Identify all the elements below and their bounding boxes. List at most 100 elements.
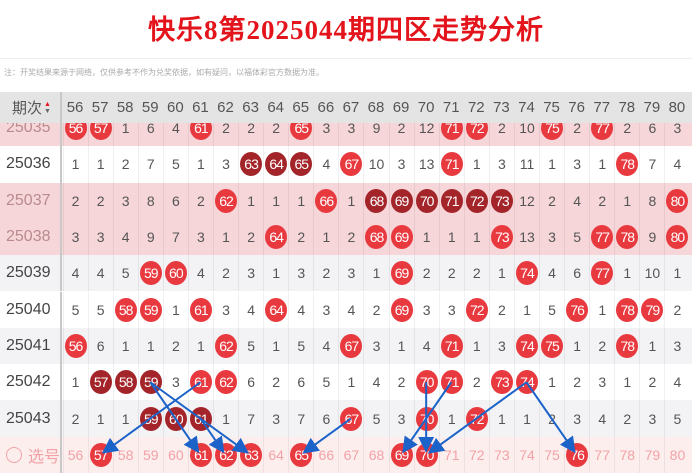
selected-number-ball[interactable]: 76 bbox=[566, 442, 589, 467]
drawn-number-ball: 70 bbox=[415, 370, 438, 395]
selected-number-ball[interactable]: 61 bbox=[189, 442, 212, 467]
cell-75: 1 bbox=[539, 364, 564, 401]
cell-75: 75 bbox=[539, 327, 564, 365]
selected-number-ball[interactable]: 69 bbox=[390, 442, 413, 467]
cell-60: 1 bbox=[162, 291, 188, 328]
selected-number-ball[interactable]: 62 bbox=[215, 442, 237, 467]
cell-72: 2 bbox=[463, 255, 489, 292]
drawn-number-ball: 77 bbox=[591, 225, 614, 250]
cell-66: 3 bbox=[313, 291, 338, 328]
column-header-71: 71 bbox=[442, 99, 460, 116]
issue-header-label: 期次 bbox=[12, 100, 43, 117]
cell-76: 2 bbox=[564, 364, 589, 401]
cell-59: 6 bbox=[137, 110, 163, 147]
drawn-number-ball: 72 bbox=[465, 188, 488, 213]
select-number-78[interactable]: 78 bbox=[614, 436, 639, 473]
select-number-69[interactable]: 69 bbox=[388, 436, 414, 473]
drawn-number-ball: 64 bbox=[265, 225, 288, 250]
drawn-number-ball: 58 bbox=[114, 297, 137, 322]
select-circle-icon[interactable] bbox=[6, 446, 22, 463]
cell-68: 10 bbox=[363, 146, 388, 183]
select-number-67[interactable]: 67 bbox=[338, 436, 363, 473]
drawn-number-ball: 69 bbox=[390, 188, 413, 213]
cell-69: 1 bbox=[388, 327, 414, 365]
select-number-58[interactable]: 58 bbox=[112, 436, 138, 473]
cell-70: 4 bbox=[413, 327, 439, 365]
cell-73: 73 bbox=[488, 182, 514, 219]
select-number-80[interactable]: 80 bbox=[664, 436, 689, 473]
cell-64: 2 bbox=[263, 110, 288, 147]
cell-62: 62 bbox=[212, 327, 238, 365]
cell-73: 3 bbox=[488, 146, 514, 183]
cell-78: 78 bbox=[614, 291, 639, 328]
drawn-number-ball: 74 bbox=[515, 370, 538, 395]
selected-number-ball[interactable]: 70 bbox=[415, 442, 438, 467]
cell-62: 2 bbox=[212, 255, 238, 292]
cell-79: 3 bbox=[639, 400, 664, 437]
drawn-number-ball: 79 bbox=[641, 297, 664, 322]
cell-57: 1 bbox=[87, 400, 113, 437]
select-number-60[interactable]: 60 bbox=[162, 436, 188, 473]
select-number-68[interactable]: 68 bbox=[363, 436, 388, 473]
drawn-number-ball: 66 bbox=[315, 188, 338, 213]
select-number-61[interactable]: 61 bbox=[187, 436, 213, 473]
drawn-number-ball: 63 bbox=[240, 152, 263, 177]
cell-71: 71 bbox=[438, 327, 464, 365]
cell-67: 1 bbox=[338, 364, 363, 401]
cell-61: 2 bbox=[187, 182, 213, 219]
drawn-number-ball: 77 bbox=[591, 261, 614, 286]
select-number-63[interactable]: 63 bbox=[238, 436, 263, 473]
column-header-62: 62 bbox=[217, 99, 234, 116]
select-number-72[interactable]: 72 bbox=[463, 436, 489, 473]
drawn-number-ball: 65 bbox=[290, 152, 313, 177]
cell-69: 3 bbox=[388, 146, 414, 183]
select-number-65[interactable]: 65 bbox=[288, 436, 313, 473]
cell-67: 2 bbox=[338, 218, 363, 256]
sort-by-issue-header[interactable]: 期次 ▲ ▼ bbox=[0, 92, 62, 123]
column-header-59: 59 bbox=[141, 99, 159, 116]
cell-75: 2 bbox=[539, 400, 564, 437]
select-number-76[interactable]: 76 bbox=[564, 436, 589, 473]
drawn-number-ball: 73 bbox=[490, 188, 513, 213]
select-number-59[interactable]: 59 bbox=[137, 436, 163, 473]
sort-up-down-icon[interactable]: ▲ ▼ bbox=[44, 100, 51, 115]
cell-76: 1 bbox=[564, 327, 589, 365]
cell-70: 13 bbox=[413, 146, 439, 183]
cell-66: 5 bbox=[313, 364, 338, 401]
select-number-64[interactable]: 64 bbox=[263, 436, 288, 473]
select-number-79[interactable]: 79 bbox=[639, 436, 664, 473]
cell-66: 4 bbox=[313, 146, 338, 183]
selected-number-ball[interactable]: 65 bbox=[290, 442, 313, 467]
select-number-74[interactable]: 74 bbox=[513, 436, 539, 473]
cell-78: 78 bbox=[614, 218, 639, 256]
selected-number-ball[interactable]: 57 bbox=[89, 442, 112, 467]
table-row: 25037 2 2 3 8 6 2 62 1 1 1 66 1 68 69 70 71 72 73 12 2 4 2 1 8 80 bbox=[0, 182, 692, 219]
cell-57: 5 bbox=[87, 291, 113, 328]
selected-number-ball[interactable]: 63 bbox=[240, 442, 263, 467]
cell-80: 2 bbox=[664, 291, 689, 328]
column-header-56: 56 bbox=[66, 99, 84, 116]
drawn-number-ball: 72 bbox=[465, 297, 488, 322]
select-number-70[interactable]: 70 bbox=[413, 436, 439, 473]
cell-62: 1 bbox=[212, 400, 238, 437]
cell-78: 1 bbox=[614, 182, 639, 219]
select-number-75[interactable]: 75 bbox=[539, 436, 564, 473]
select-number-77[interactable]: 77 bbox=[589, 436, 614, 473]
cell-70: 70 bbox=[413, 364, 439, 401]
drawn-number-ball: 60 bbox=[164, 406, 187, 431]
cell-62: 3 bbox=[212, 291, 238, 328]
select-number-57[interactable]: 57 bbox=[87, 436, 113, 473]
issue-number: 25042 bbox=[0, 364, 62, 401]
select-number-62[interactable]: 62 bbox=[212, 436, 238, 473]
select-number-56[interactable]: 56 bbox=[62, 436, 88, 473]
drawn-number-ball: 62 bbox=[215, 188, 237, 213]
cell-73: 73 bbox=[488, 364, 514, 401]
cell-80: 3 bbox=[664, 110, 689, 147]
column-header-77: 77 bbox=[593, 99, 611, 116]
select-number-73[interactable]: 73 bbox=[488, 436, 514, 473]
select-number-71[interactable]: 71 bbox=[438, 436, 464, 473]
cell-79: 1 bbox=[639, 327, 664, 365]
drawn-number-ball: 71 bbox=[440, 152, 463, 177]
select-number-66[interactable]: 66 bbox=[313, 436, 338, 473]
drawn-number-ball: 74 bbox=[515, 261, 538, 286]
